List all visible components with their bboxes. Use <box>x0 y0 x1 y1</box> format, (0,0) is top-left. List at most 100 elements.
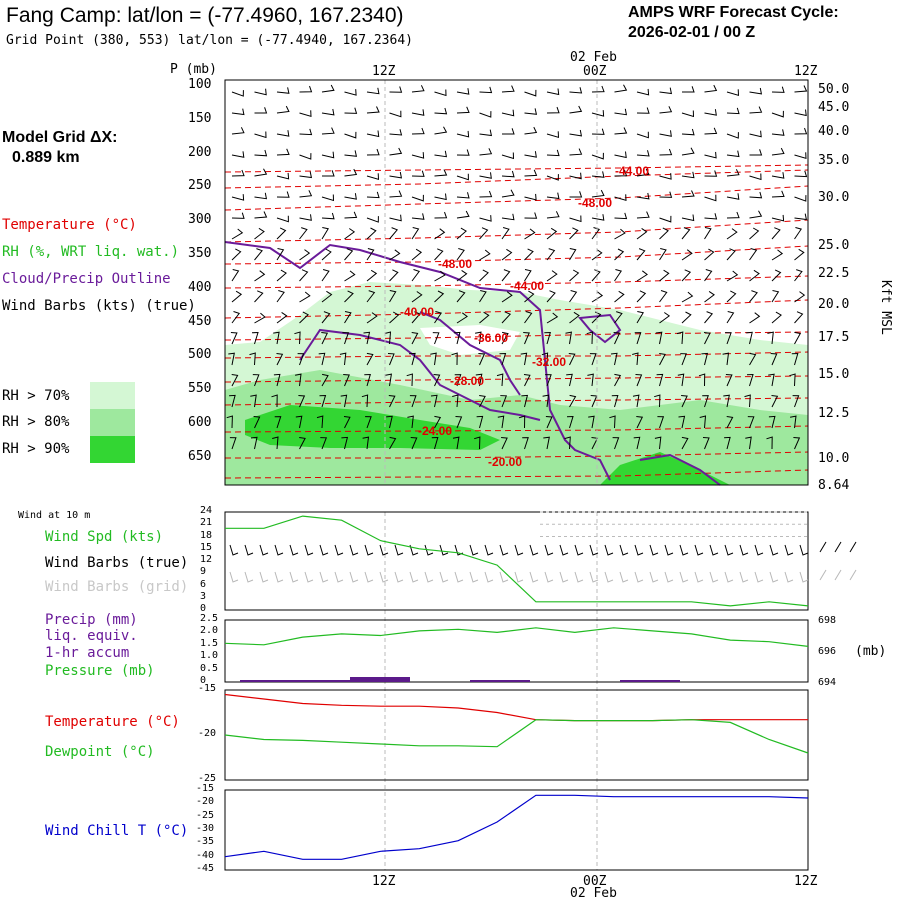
wind-barb <box>726 132 739 139</box>
isotherm-label: -32.00 <box>532 355 566 369</box>
temperature-line <box>224 693 808 722</box>
wind-barb-10m <box>229 544 239 556</box>
wind-barb <box>499 352 507 366</box>
wind-barb <box>273 373 281 387</box>
wind-barb-10m <box>499 544 509 556</box>
wind-barb <box>771 311 782 324</box>
isotherms <box>224 164 809 479</box>
wind-barb <box>344 270 356 282</box>
wind-barb <box>254 131 267 139</box>
wind-barb-10m-grid <box>244 571 254 583</box>
wind-barb <box>524 151 537 158</box>
wind-barb <box>231 269 240 282</box>
wind-barb <box>344 107 358 114</box>
wind-barb-10m-grid-extra <box>834 569 842 581</box>
wind-barb <box>456 88 470 95</box>
wind-barb <box>321 332 329 345</box>
wind-barb <box>614 108 628 116</box>
wind-barb <box>276 105 290 114</box>
legend-precip-liq: liq. equiv. <box>45 628 138 644</box>
wind-barb <box>681 214 695 222</box>
wind-barb-10m <box>304 544 314 556</box>
legend-rh80-label: RH > 80% <box>2 414 70 430</box>
wind-barb <box>411 85 425 93</box>
wind-speed-tick-label: 3 <box>200 590 207 602</box>
wind-barb <box>681 436 689 450</box>
wind-barb-10m <box>754 544 764 556</box>
wind-barb <box>366 352 374 366</box>
isotherm-label: -24.00 <box>418 424 452 438</box>
wind-barb <box>591 110 605 117</box>
wind-barb <box>231 90 244 97</box>
wind-barb <box>475 331 482 345</box>
pressure-right-tick-label: 696 <box>818 646 837 657</box>
wind-barb <box>614 212 628 220</box>
wind-barb-10m <box>784 544 794 556</box>
wind-barb <box>749 269 760 282</box>
wind-speed-tick-label: 9 <box>200 566 207 578</box>
wind-barb <box>479 215 492 222</box>
wind-barb <box>366 216 379 223</box>
wind-barb-10m-grid <box>484 571 494 583</box>
wind-barb <box>726 169 740 177</box>
wind-barb <box>409 395 417 408</box>
isotherm-label: -44.00 <box>510 279 544 293</box>
pressure-tick-label: 100 <box>188 77 212 92</box>
wind-barb <box>344 89 357 96</box>
wind-barb-10m-grid-extra <box>819 569 827 581</box>
wind-barb <box>681 190 695 198</box>
wind-barb <box>366 130 380 138</box>
wind-barb <box>389 110 402 118</box>
wind-barb-10m-grid <box>589 571 599 583</box>
wind-barb <box>524 126 538 135</box>
wind-barb <box>366 290 376 303</box>
wind-barb <box>704 127 718 135</box>
wind-barb <box>636 270 648 282</box>
wind-barb <box>793 437 801 450</box>
wind-barb <box>614 151 627 159</box>
wind-barb <box>659 227 669 240</box>
wind-barb <box>455 416 463 429</box>
wind-barb <box>659 87 673 95</box>
wind-barb <box>230 332 238 345</box>
wind-barb <box>456 106 470 114</box>
legend-rh70-swatch <box>90 382 135 409</box>
wind-barb <box>501 248 513 261</box>
wind-barb <box>790 415 797 429</box>
wind-barb-10m <box>604 544 614 556</box>
wind-barb <box>501 109 515 117</box>
wind-barb <box>254 290 264 303</box>
wind-barb <box>299 311 309 324</box>
wind-barb <box>321 212 335 220</box>
legend-rh80-swatch <box>90 409 135 436</box>
wind-barb <box>524 89 537 97</box>
wind-barb <box>659 148 673 156</box>
wind-barb-10m-grid <box>334 571 344 583</box>
wind-barb <box>452 436 460 450</box>
isotherm-label: -44.00 <box>615 164 649 178</box>
wind-barb <box>409 352 416 366</box>
wind-barb <box>478 353 486 366</box>
wind-barb <box>254 248 263 261</box>
wind-barb <box>704 248 715 261</box>
wind-barb <box>475 373 483 387</box>
wind-barb <box>704 84 718 93</box>
wind-barb <box>321 269 330 282</box>
height-tick-label: 50.0 <box>818 82 850 97</box>
wind-barb-10m-extra <box>849 541 857 553</box>
wind-barb-10m <box>634 544 644 556</box>
wind-barb <box>411 311 421 324</box>
wind-barb <box>747 416 755 429</box>
pressure-right-tick-label: 694 <box>818 677 837 688</box>
wind-barb <box>231 212 245 219</box>
wind-barb <box>591 291 604 303</box>
wind-barb <box>636 211 650 219</box>
wind-barb-10m-grid <box>754 571 764 583</box>
windchill-panel-frame <box>224 789 809 871</box>
wind-barb <box>770 353 778 366</box>
wind-barb <box>411 213 425 220</box>
wind-barb <box>749 312 761 324</box>
wind-barb <box>231 127 245 135</box>
wind-barb <box>321 84 335 93</box>
wind-barb <box>546 88 560 96</box>
